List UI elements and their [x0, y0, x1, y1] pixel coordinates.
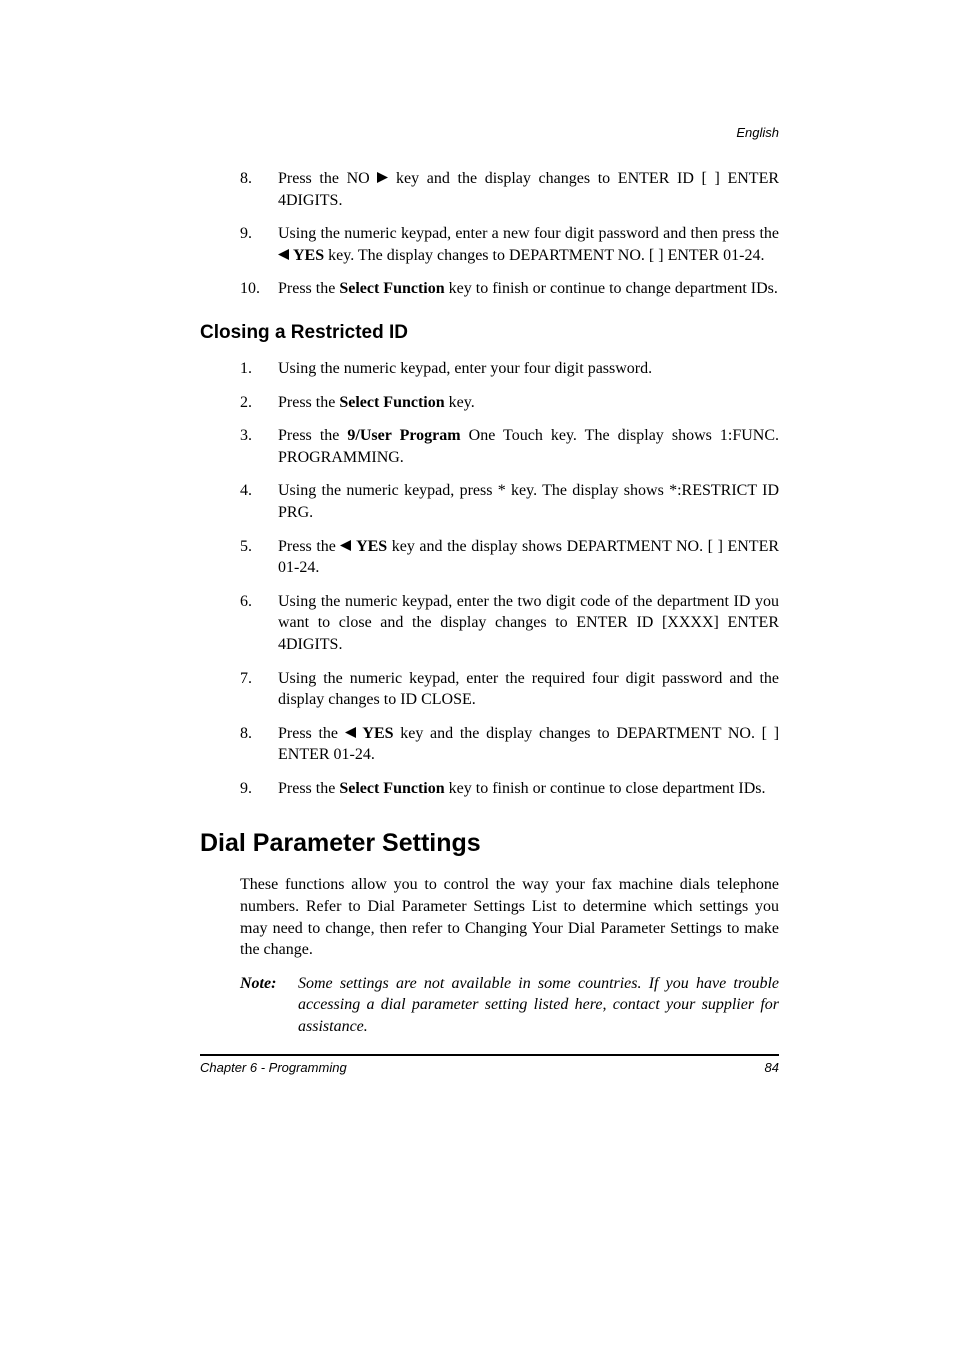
- list-item: 6.Using the numeric keypad, enter the tw…: [240, 591, 779, 656]
- heading-closing-restricted-id: Closing a Restricted ID: [200, 322, 779, 344]
- triangle-left-icon: [345, 723, 356, 745]
- list-item: 9.Using the numeric keypad, enter a new …: [240, 223, 779, 266]
- list-item-number: 9.: [240, 778, 278, 800]
- footer-rule: [200, 1054, 779, 1056]
- note-label: Note:: [240, 973, 298, 1038]
- list-closing-restricted-id: 1.Using the numeric keypad, enter your f…: [240, 358, 779, 800]
- list-item-text: Using the numeric keypad, enter the two …: [278, 591, 779, 656]
- list-item-text: Press the Select Function key to finish …: [278, 278, 779, 300]
- list-item-text: Press the 9/User Program One Touch key. …: [278, 425, 779, 468]
- list-item-number: 5.: [240, 536, 278, 579]
- list-item: 8.Press the NO key and the display chang…: [240, 168, 779, 211]
- triangle-right-icon: [377, 168, 388, 190]
- list-item-text: Press the YES key and the display change…: [278, 723, 779, 766]
- list-item: 3.Press the 9/User Program One Touch key…: [240, 425, 779, 468]
- list-item-text: Using the numeric keypad, enter the requ…: [278, 668, 779, 711]
- list-item-number: 7.: [240, 668, 278, 711]
- note-text: Some settings are not available in some …: [298, 973, 779, 1038]
- list-item-text: Press the Select Function key.: [278, 392, 779, 414]
- heading-dial-parameter-settings: Dial Parameter Settings: [200, 829, 779, 858]
- list-item-number: 3.: [240, 425, 278, 468]
- triangle-left-icon: [278, 245, 289, 267]
- list-item-number: 1.: [240, 358, 278, 380]
- list-item: 2.Press the Select Function key.: [240, 392, 779, 414]
- list-item-number: 4.: [240, 480, 278, 523]
- list-continuation: 8.Press the NO key and the display chang…: [240, 168, 779, 300]
- page-footer: Chapter 6 - Programming 84: [200, 1060, 779, 1075]
- page-body: English 8.Press the NO key and the displ…: [0, 0, 954, 1075]
- list-item-number: 6.: [240, 591, 278, 656]
- footer-page-number: 84: [765, 1060, 779, 1075]
- list-item-text: Press the Select Function key to finish …: [278, 778, 779, 800]
- list-item-text: Using the numeric keypad, enter a new fo…: [278, 223, 779, 266]
- list-item-text: Press the YES key and the display shows …: [278, 536, 779, 579]
- footer-chapter: Chapter 6 - Programming: [200, 1060, 347, 1075]
- list-item-text: Press the NO key and the display changes…: [278, 168, 779, 211]
- list-item-number: 9.: [240, 223, 278, 266]
- list-item: 1.Using the numeric keypad, enter your f…: [240, 358, 779, 380]
- list-item-text: Using the numeric keypad, enter your fou…: [278, 358, 779, 380]
- triangle-left-icon: [340, 536, 351, 558]
- list-item-text: Using the numeric keypad, press * key. T…: [278, 480, 779, 523]
- list-item-number: 10.: [240, 278, 278, 300]
- list-item-number: 2.: [240, 392, 278, 414]
- list-item: 9.Press the Select Function key to finis…: [240, 778, 779, 800]
- note-block: Note: Some settings are not available in…: [240, 973, 779, 1038]
- list-item: 7.Using the numeric keypad, enter the re…: [240, 668, 779, 711]
- language-label: English: [200, 125, 779, 140]
- list-item-number: 8.: [240, 723, 278, 766]
- list-item: 4.Using the numeric keypad, press * key.…: [240, 480, 779, 523]
- list-item: 5.Press the YES key and the display show…: [240, 536, 779, 579]
- list-item-number: 8.: [240, 168, 278, 211]
- list-item: 8.Press the YES key and the display chan…: [240, 723, 779, 766]
- dial-parameter-paragraph: These functions allow you to control the…: [240, 874, 779, 960]
- list-item: 10.Press the Select Function key to fini…: [240, 278, 779, 300]
